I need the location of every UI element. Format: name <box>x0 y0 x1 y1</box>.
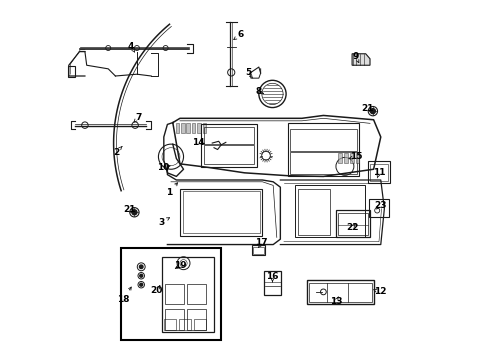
Bar <box>202 123 206 134</box>
Text: 5: 5 <box>244 68 251 77</box>
Bar <box>297 189 329 234</box>
Text: 19: 19 <box>174 261 186 270</box>
Text: 10: 10 <box>156 163 168 172</box>
Circle shape <box>140 274 142 277</box>
Text: 17: 17 <box>255 238 267 247</box>
Bar <box>349 153 353 163</box>
Text: 7: 7 <box>135 113 142 122</box>
Text: 22: 22 <box>345 223 358 232</box>
Text: 13: 13 <box>329 297 342 306</box>
Bar <box>367 161 389 183</box>
Bar <box>164 309 183 329</box>
Text: 16: 16 <box>265 272 278 281</box>
Bar <box>186 123 190 134</box>
Bar <box>204 127 253 144</box>
Bar <box>253 247 264 254</box>
Text: 20: 20 <box>150 286 163 295</box>
Text: 3: 3 <box>158 218 164 227</box>
Circle shape <box>139 265 142 269</box>
Bar <box>338 213 367 235</box>
Bar <box>294 185 364 237</box>
Text: 4: 4 <box>127 42 134 51</box>
Bar <box>179 319 190 329</box>
Bar <box>180 189 262 235</box>
Bar <box>368 199 388 217</box>
Bar <box>187 284 205 305</box>
Circle shape <box>132 210 137 215</box>
Circle shape <box>140 283 142 286</box>
Text: 2: 2 <box>113 148 120 157</box>
Text: 15: 15 <box>350 152 362 161</box>
Bar <box>175 123 179 134</box>
Text: 8: 8 <box>254 86 261 95</box>
Bar <box>355 153 359 163</box>
Bar <box>308 283 371 302</box>
Bar <box>287 123 359 176</box>
Text: 23: 23 <box>373 201 386 210</box>
Bar <box>164 319 175 329</box>
Bar <box>251 245 265 255</box>
Bar <box>162 257 214 332</box>
Text: 18: 18 <box>117 294 129 303</box>
Text: 21: 21 <box>122 205 135 214</box>
Bar <box>197 123 201 134</box>
Bar <box>338 153 341 163</box>
Bar <box>201 125 257 167</box>
Text: 6: 6 <box>237 30 243 39</box>
Bar <box>290 129 356 150</box>
Bar <box>187 309 205 329</box>
Bar <box>121 248 221 339</box>
Bar <box>191 123 195 134</box>
Bar <box>68 66 74 77</box>
Bar <box>183 192 260 233</box>
Bar <box>181 123 184 134</box>
Bar <box>344 153 347 163</box>
Bar <box>335 211 369 237</box>
Bar <box>194 319 205 329</box>
Bar <box>204 145 253 164</box>
Text: 11: 11 <box>372 168 385 177</box>
Text: 21: 21 <box>361 104 373 113</box>
Bar <box>306 280 373 304</box>
Bar <box>369 163 387 181</box>
Text: 9: 9 <box>352 52 358 61</box>
Text: 14: 14 <box>191 138 204 147</box>
Circle shape <box>369 109 375 114</box>
Polygon shape <box>351 54 369 65</box>
Bar <box>164 284 183 305</box>
Bar <box>263 271 281 295</box>
Text: 12: 12 <box>373 287 386 296</box>
Text: 1: 1 <box>166 188 172 197</box>
Bar <box>290 152 356 174</box>
